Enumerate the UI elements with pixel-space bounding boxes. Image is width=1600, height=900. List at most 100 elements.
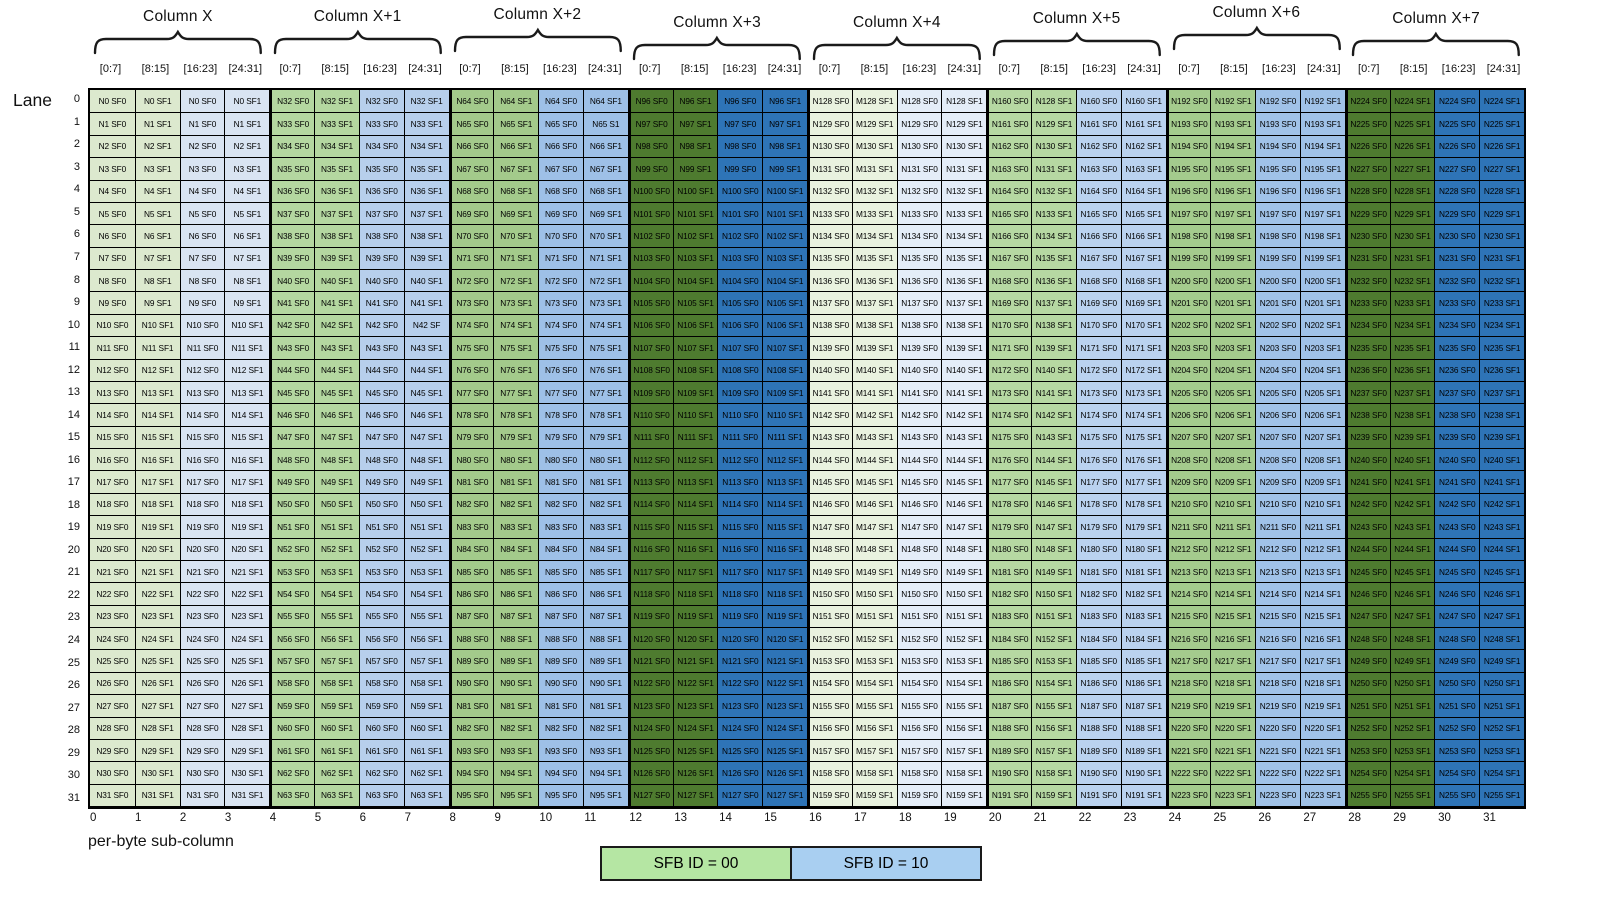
grid-cell: N194 SF1: [1299, 134, 1345, 158]
grid-cell: N141 SF0: [807, 380, 852, 404]
grid-cell: N169 SF1: [1120, 291, 1166, 314]
grid-cell: N25 SF0: [179, 649, 225, 672]
grid-cell: N214 SF1: [1299, 582, 1345, 605]
column-group-label: Column X+3: [673, 14, 761, 31]
grid-cell: N253 SF0: [1344, 738, 1390, 762]
grid-cell: N0 SF0: [90, 90, 135, 113]
grid-cell: M151 SF1: [851, 604, 897, 627]
grid-cell: N240 SF1: [1479, 448, 1524, 471]
grid-cell: N33 SF1: [314, 112, 359, 135]
grid-cell: N129 SF0: [807, 112, 852, 135]
grid-cell: N134 SF1: [941, 224, 987, 247]
grid-cell: N103 SF1: [672, 246, 718, 269]
grid-cell: N127 SF0: [627, 783, 673, 806]
grid-cell: N107 SF1: [762, 336, 807, 359]
grid-cell: N11 SF0: [179, 336, 225, 359]
grid-cell: N56 SF1: [403, 627, 449, 650]
lane-row-label: 18: [67, 498, 80, 511]
grid-cell: N112 SF1: [672, 448, 718, 471]
grid-cell: N75 SF1: [493, 336, 539, 359]
grid-cell: N136 SF1: [941, 269, 987, 292]
grid-cell: N90 SF0: [448, 671, 494, 695]
grid-cell: N85 SF0: [538, 559, 583, 583]
grid-cell: N84 SF0: [448, 537, 494, 560]
grid-cell: N219 SF0: [1255, 694, 1300, 717]
grid-cell: N152 SF1: [1031, 627, 1076, 650]
grid-cell: N46 SF1: [314, 403, 359, 426]
grid-cell: N94 SF1: [582, 761, 628, 784]
grid-cell: M154 SF1: [851, 671, 897, 695]
grid-cell: N202 SF0: [1165, 313, 1211, 337]
grid-cell: N197 SF0: [1255, 201, 1300, 225]
grid-cell: N42 SF: [403, 313, 449, 337]
grid-cell: N168 SF0: [1075, 269, 1121, 292]
grid-cell: N226 SF0: [1434, 134, 1480, 158]
grid-cell: N252 SF1: [1479, 716, 1524, 739]
grid-cell: N139 SF0: [807, 336, 852, 359]
grid-cell: N56 SF0: [269, 627, 315, 650]
grid-cell: N182 SF0: [1075, 582, 1121, 605]
grid-cell: N141 SF1: [1031, 380, 1076, 404]
byte-axis-tick: 22: [1078, 812, 1092, 824]
grid-cell: N232 SF1: [1479, 269, 1524, 292]
grid-cell: N45 SF0: [269, 380, 315, 404]
grid-cell: N20 SF0: [179, 537, 225, 560]
grid-cell: N195 SF1: [1299, 157, 1345, 180]
grid-cell: N120 SF0: [717, 627, 763, 650]
grid-cell: N57 SF1: [314, 649, 359, 672]
lane-axis-title: Lane: [13, 90, 52, 110]
grid-cell: N167 SF1: [1120, 246, 1166, 269]
grid-cell: N56 SF1: [314, 627, 359, 650]
grid-cell: N233 SF1: [1479, 291, 1524, 314]
grid-cell: N8 SF1: [134, 269, 180, 292]
grid-cell: N103 SF0: [717, 246, 763, 269]
grid-cell: N189 SF0: [986, 738, 1032, 762]
grid-cell: N52 SF0: [269, 537, 315, 560]
grid-cell: N69 SF1: [493, 201, 539, 225]
grid-cell: N23 SF1: [134, 604, 180, 627]
grid-cell: N217 SF1: [1299, 649, 1345, 672]
grid-cell: N239 SF1: [1479, 425, 1524, 448]
grid-cell: N57 SF0: [358, 649, 404, 672]
grid-cell: N119 SF0: [717, 604, 763, 627]
grid-cell: N248 SF0: [1434, 627, 1480, 650]
group-brace-icon: [812, 35, 981, 61]
subcolumn-header: [16:23]: [1262, 63, 1296, 75]
grid-cell: N192 SF1: [1299, 90, 1345, 113]
grid-cell: N234 SF1: [1479, 313, 1524, 337]
grid-cell: N122 SF0: [717, 671, 763, 695]
grid-cell: N169 SF0: [1075, 291, 1121, 314]
subcolumn-header: [0:7]: [998, 63, 1020, 75]
grid-cell: N141 SF1: [941, 380, 987, 404]
grid-cell: N138 SF0: [896, 313, 942, 337]
grid-cell: N29 SF1: [224, 738, 270, 762]
grid-cell: N206 SF1: [1210, 403, 1256, 426]
grid-cell: N25 SF0: [90, 649, 135, 672]
grid-cell: N78 SF1: [582, 403, 628, 426]
grid-cell: N60 SF0: [269, 716, 315, 739]
grid-cell: N118 SF0: [627, 582, 673, 605]
grid-cell: N66 SF0: [538, 134, 583, 158]
grid-cell: N102 SF1: [672, 224, 718, 247]
grid-cell: N68 SF1: [582, 179, 628, 202]
grid-cell: N208 SF1: [1210, 448, 1256, 471]
byte-axis-tick: 10: [539, 812, 553, 824]
lane-row-label: 21: [67, 566, 80, 579]
grid-cell: N8 SF0: [90, 269, 135, 292]
group-brace-icon: [1352, 31, 1521, 57]
column-group-label: Column X+5: [1032, 10, 1121, 27]
grid-cell: N131 SF1: [941, 157, 987, 180]
grid-cell: N126 SF0: [717, 761, 763, 784]
grid-cell: N242 SF0: [1434, 492, 1480, 516]
grid-cell: N154 SF1: [941, 671, 987, 695]
grid-cell: N104 SF1: [672, 269, 718, 292]
grid-cell: N14 SF1: [134, 403, 180, 426]
grid-cell: N63 SF0: [269, 783, 315, 806]
grid-cell: N123 SF0: [717, 694, 763, 717]
grid-cell: N106 SF0: [627, 313, 673, 337]
grid-cell: N37 SF1: [314, 201, 359, 225]
byte-axis-tick: 23: [1123, 812, 1137, 824]
grid-cell: N99 SF0: [717, 157, 763, 180]
grid-cell: N160 SF0: [986, 90, 1032, 113]
grid-cell: N192 SF0: [1165, 90, 1211, 113]
